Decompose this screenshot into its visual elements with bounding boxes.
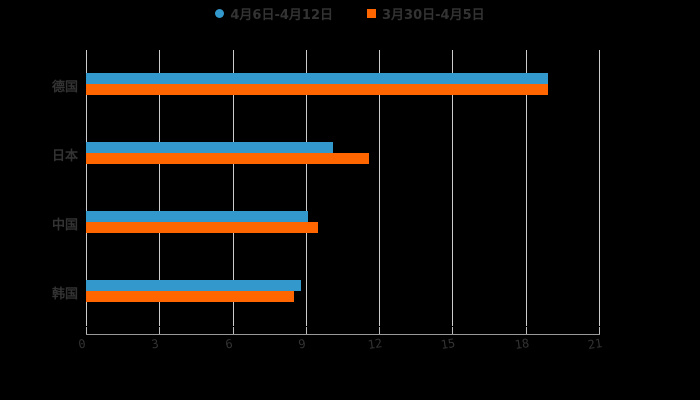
x-tick-label: 21 bbox=[586, 336, 604, 352]
x-tick bbox=[379, 327, 381, 335]
bar[interactable] bbox=[86, 291, 294, 302]
x-tick bbox=[599, 327, 600, 335]
gridline bbox=[159, 50, 161, 326]
bar[interactable] bbox=[86, 153, 370, 164]
x-tick-label: 18 bbox=[513, 336, 530, 352]
x-tick-label: 0 bbox=[77, 336, 87, 352]
gridline bbox=[232, 50, 234, 326]
x-tick bbox=[452, 327, 454, 335]
bar[interactable] bbox=[86, 222, 319, 233]
y-category-label: 德国 bbox=[51, 80, 78, 95]
bar[interactable] bbox=[86, 84, 548, 95]
x-tick-label: 15 bbox=[440, 336, 457, 352]
legend-label: 4月6日-4月12日 bbox=[230, 8, 333, 23]
y-category-label: 日本 bbox=[51, 149, 78, 164]
x-tick bbox=[305, 327, 307, 335]
gridline bbox=[86, 50, 87, 326]
x-tick bbox=[232, 327, 234, 335]
x-tick bbox=[86, 327, 87, 335]
legend-circle-icon bbox=[215, 9, 225, 18]
gridline bbox=[599, 50, 600, 326]
legend-label: 3月30日-4月5日 bbox=[382, 8, 485, 23]
y-category-label: 韩国 bbox=[51, 287, 78, 302]
bar[interactable] bbox=[86, 211, 309, 222]
x-tick bbox=[525, 327, 527, 335]
gridline bbox=[305, 50, 307, 326]
x-tick-label: 12 bbox=[367, 336, 384, 352]
gridline bbox=[525, 50, 527, 326]
legend-square-icon bbox=[367, 9, 376, 18]
legend-item-series-1[interactable]: 4月6日-4月12日 bbox=[215, 4, 333, 23]
gridline bbox=[379, 50, 381, 326]
x-tick-label: 3 bbox=[150, 336, 160, 352]
gridline bbox=[452, 50, 454, 326]
bar[interactable] bbox=[86, 142, 333, 153]
x-tick bbox=[159, 327, 161, 335]
y-category-label: 中国 bbox=[51, 218, 78, 233]
bar[interactable] bbox=[86, 73, 548, 84]
legend: 4月6日-4月12日 3月30日-4月5日 bbox=[0, 4, 700, 23]
legend-item-series-2[interactable]: 3月30日-4月5日 bbox=[367, 4, 485, 23]
bar[interactable] bbox=[86, 280, 301, 291]
x-tick-label: 6 bbox=[224, 336, 234, 352]
x-tick-label: 9 bbox=[297, 336, 307, 352]
x-axis bbox=[86, 334, 600, 335]
